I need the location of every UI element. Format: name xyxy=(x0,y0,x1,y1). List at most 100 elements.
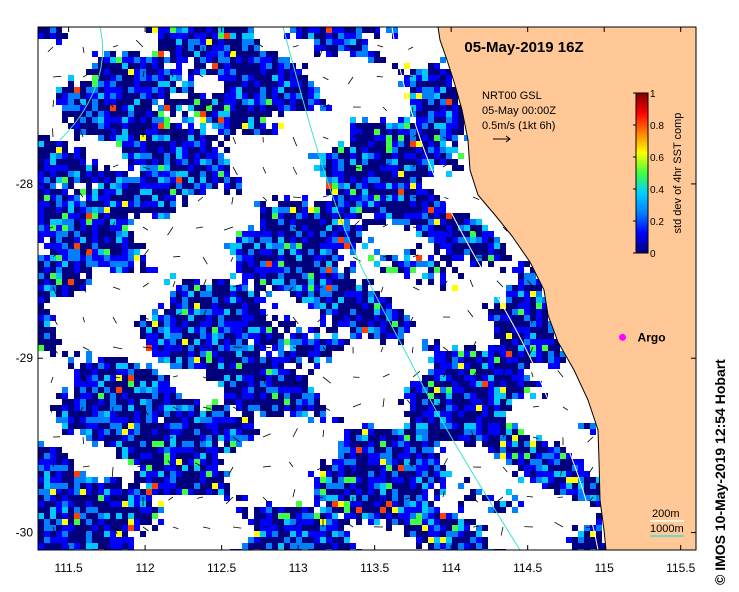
sst-pixel xyxy=(380,207,386,213)
sst-pixel xyxy=(320,507,326,513)
sst-pixel xyxy=(416,447,422,453)
sst-pixel xyxy=(164,393,170,399)
sst-pixel xyxy=(302,93,308,99)
sst-pixel xyxy=(308,231,314,237)
sst-pixel xyxy=(314,489,320,495)
sst-pixel xyxy=(398,165,404,171)
current-vector xyxy=(322,346,328,354)
sst-pixel xyxy=(260,207,266,213)
sst-pixel xyxy=(536,471,542,477)
sst-pixel xyxy=(416,117,422,123)
sst-pixel xyxy=(284,57,290,63)
sst-pixel xyxy=(254,231,260,237)
sst-pixel xyxy=(56,213,62,219)
sst-pixel xyxy=(452,345,458,351)
sst-pixel xyxy=(74,159,80,165)
sst-pixel xyxy=(44,453,50,459)
sst-pixel xyxy=(188,27,194,33)
sst-pixel xyxy=(326,27,332,33)
sst-pixel xyxy=(446,513,452,519)
y-tick-label: -28 xyxy=(16,177,34,191)
sst-pixel xyxy=(194,315,200,321)
current-vector xyxy=(108,436,114,440)
sst-pixel xyxy=(302,279,308,285)
sst-pixel xyxy=(290,237,296,243)
sst-pixel xyxy=(152,99,158,105)
sst-pixel xyxy=(128,243,134,249)
sst-pixel xyxy=(500,423,506,429)
sst-pixel xyxy=(236,429,242,435)
sst-pixel xyxy=(242,399,248,405)
sst-pixel xyxy=(212,165,218,171)
sst-pixel xyxy=(284,381,290,387)
sst-pixel xyxy=(464,375,470,381)
sst-pixel xyxy=(518,303,524,309)
sst-pixel xyxy=(362,315,368,321)
current-vector xyxy=(197,73,204,78)
sst-pixel xyxy=(596,537,602,543)
sst-pixel xyxy=(422,93,428,99)
sst-pixel xyxy=(110,99,116,105)
sst-pixel xyxy=(512,345,518,351)
current-vector xyxy=(112,45,118,48)
sst-pixel xyxy=(194,435,200,441)
sst-pixel xyxy=(314,231,320,237)
sst-pixel xyxy=(62,237,68,243)
sst-pixel xyxy=(104,69,110,75)
sst-pixel xyxy=(272,315,278,321)
sst-pixel xyxy=(218,363,224,369)
sst-pixel xyxy=(350,261,356,267)
sst-pixel xyxy=(236,393,242,399)
sst-pixel xyxy=(302,99,308,105)
sst-pixel xyxy=(272,339,278,345)
sst-pixel xyxy=(62,531,68,537)
current-vector xyxy=(292,136,298,147)
sst-pixel xyxy=(68,513,74,519)
sst-pixel xyxy=(212,45,218,51)
sst-pixel xyxy=(506,423,512,429)
sst-pixel xyxy=(158,63,164,69)
sst-pixel xyxy=(224,123,230,129)
sst-pixel xyxy=(230,423,236,429)
sst-pixel xyxy=(56,99,62,105)
sst-pixel xyxy=(140,255,146,261)
sst-pixel xyxy=(308,297,314,303)
sst-pixel xyxy=(362,285,368,291)
sst-pixel xyxy=(206,111,212,117)
sst-pixel xyxy=(134,381,140,387)
sst-pixel xyxy=(434,399,440,405)
sst-pixel xyxy=(290,255,296,261)
sst-pixel xyxy=(434,111,440,117)
sst-pixel xyxy=(200,333,206,339)
sst-pixel xyxy=(230,117,236,123)
sst-pixel xyxy=(284,201,290,207)
sst-pixel xyxy=(62,153,68,159)
sst-pixel xyxy=(38,147,44,153)
sst-pixel xyxy=(458,519,464,525)
sst-pixel xyxy=(338,501,344,507)
sst-pixel xyxy=(110,507,116,513)
sst-pixel xyxy=(278,231,284,237)
sst-pixel xyxy=(110,249,116,255)
sst-pixel xyxy=(434,249,440,255)
sst-pixel xyxy=(398,339,404,345)
sst-pixel xyxy=(44,243,50,249)
sst-pixel xyxy=(164,435,170,441)
sst-pixel xyxy=(122,507,128,513)
sst-pixel xyxy=(458,237,464,243)
sst-pixel xyxy=(44,525,50,531)
sst-pixel xyxy=(140,135,146,141)
sst-pixel xyxy=(134,135,140,141)
sst-pixel xyxy=(476,369,482,375)
sst-pixel xyxy=(68,465,74,471)
sst-pixel xyxy=(254,525,260,531)
current-vector xyxy=(502,368,506,378)
land-mass xyxy=(437,27,696,550)
sst-pixel xyxy=(452,135,458,141)
sst-pixel xyxy=(266,399,272,405)
sst-pixel xyxy=(332,237,338,243)
sst-pixel xyxy=(110,501,116,507)
current-vector xyxy=(172,406,179,411)
sst-pixel xyxy=(44,519,50,525)
sst-pixel xyxy=(254,357,260,363)
